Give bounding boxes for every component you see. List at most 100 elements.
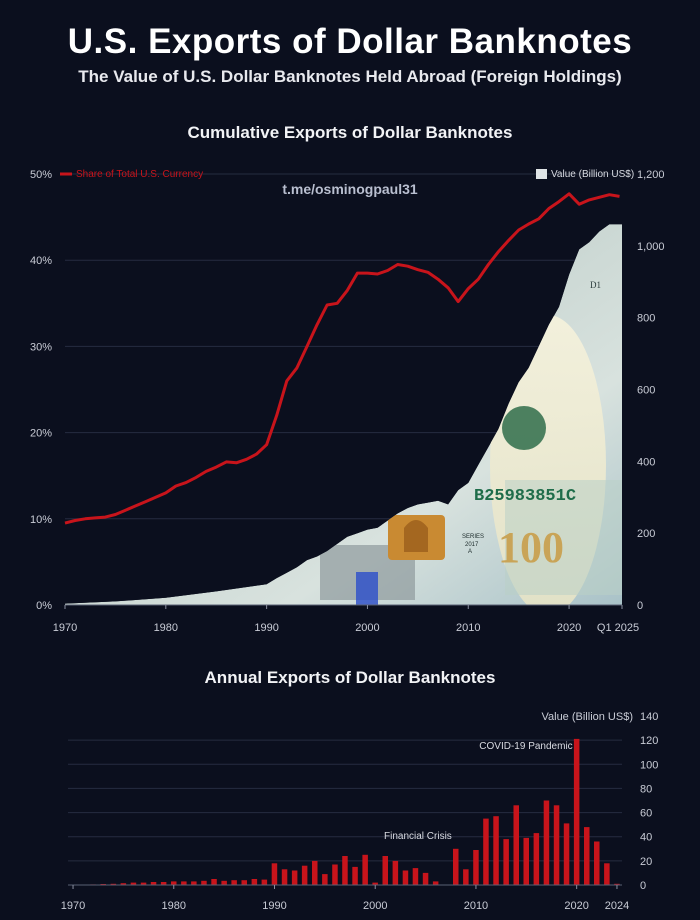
banknote-series-year: 2017 [465, 542, 479, 548]
banknote-serial: B25983851C [474, 487, 576, 506]
bar [432, 881, 439, 885]
bar [291, 870, 298, 885]
x-tick-label: 2024 [605, 900, 629, 912]
bar [453, 848, 459, 885]
x-tick-label: 2010 [464, 900, 488, 912]
bar [201, 880, 207, 885]
bar [614, 883, 620, 885]
bar [221, 880, 227, 885]
bar [392, 860, 399, 885]
annual-x-ticks: 1970 1980 1990 2000 2010 2020 2024 [61, 884, 629, 912]
watermark: t.me/osminogpaul31 [282, 181, 418, 197]
bar [543, 800, 550, 885]
bar [171, 881, 177, 885]
bar [523, 837, 529, 885]
x-tick-label: 1990 [254, 622, 278, 634]
bar [352, 866, 358, 885]
bar [130, 882, 137, 885]
annual-chart-title: Annual Exports of Dollar Banknotes [204, 668, 496, 687]
banknote-denomination: 100 [498, 523, 564, 572]
x-tick-label: 2020 [557, 622, 581, 634]
y-tick-label: 20 [640, 856, 652, 868]
x-tick-label: 1970 [61, 900, 85, 912]
value-legend-swatch [536, 169, 547, 179]
annual-gridlines [68, 739, 622, 862]
annual-chart: 1970 1980 1990 2000 2010 2020 2024 0 20 40 60 80 10… [61, 711, 659, 912]
left-tick-label: 40% [30, 255, 52, 267]
page-subtitle: The Value of U.S. Dollar Banknotes Held … [78, 67, 622, 86]
annual-y-axis-label: Value (Billion US$) [541, 711, 633, 723]
x-tick-label: 1970 [53, 622, 77, 634]
share-line [64, 192, 620, 525]
bar [473, 850, 479, 885]
y-tick-label: 60 [640, 808, 652, 820]
banknote-corner-mark: D1 [590, 280, 601, 290]
bar [372, 882, 378, 885]
annual-y-ticks: 0 20 40 60 80 100 120 140 [640, 711, 658, 892]
value-area [65, 224, 622, 606]
right-tick-label: 400 [637, 456, 655, 468]
right-tick-label: 200 [637, 528, 655, 540]
banknote-green-seal [502, 406, 546, 450]
bar [251, 879, 258, 885]
bar [261, 879, 268, 885]
bar [312, 860, 318, 885]
bar [120, 883, 127, 885]
annual-bars [70, 738, 620, 885]
bar [483, 818, 489, 885]
bar [241, 880, 247, 885]
x-tick-label: 2000 [363, 900, 387, 912]
y-tick-label: 100 [640, 759, 658, 771]
bar [402, 870, 409, 885]
bar [160, 882, 167, 885]
annotation-label: Financial Crisis [384, 831, 452, 842]
bar [322, 874, 328, 885]
y-tick-label: 80 [640, 783, 652, 795]
bar [573, 738, 580, 885]
bar [362, 854, 368, 885]
bar [604, 863, 610, 885]
annual-annotations: COVID-19 Pandemic Financial Crisis [384, 741, 573, 842]
bar [463, 869, 469, 885]
bar [231, 880, 237, 885]
bar [594, 841, 600, 885]
bar [412, 868, 419, 885]
banknote-bell-shape [404, 520, 428, 552]
bar [422, 872, 429, 885]
bar [281, 869, 288, 885]
banknote-ribbon [505, 480, 622, 595]
bar [150, 882, 157, 885]
banknote-series-letter: A [468, 549, 472, 555]
left-tick-label: 10% [30, 514, 52, 526]
left-tick-label: 30% [30, 341, 52, 353]
bar [191, 881, 197, 885]
right-tick-label: 1,200 [637, 169, 665, 181]
y-tick-label: 40 [640, 832, 652, 844]
bar [382, 856, 388, 885]
share-legend-label: Share of Total U.S. Currency [76, 169, 203, 180]
value-legend-label: Value (Billion US$) [551, 169, 634, 180]
bar [110, 883, 117, 885]
left-tick-label: 20% [30, 428, 52, 440]
x-tick-label: 1980 [154, 622, 178, 634]
annotation-label: COVID-19 Pandemic [479, 741, 572, 752]
x-tick-label: 2000 [355, 622, 379, 634]
cumulative-right-ticks: 0 200 400 600 800 1,000 1,200 [637, 169, 665, 612]
right-tick-label: 600 [637, 385, 655, 397]
x-tick-label: 2010 [456, 622, 480, 634]
bar [271, 863, 278, 885]
x-tick-label: 1980 [162, 900, 186, 912]
cumulative-chart: B25983851C 100 SERIES 2017 A D1 1970 1980… [30, 169, 665, 634]
right-tick-label: 0 [637, 600, 643, 612]
banknote-series-label: SERIES [462, 534, 484, 540]
y-tick-label: 120 [640, 735, 658, 747]
right-tick-label: 1,000 [637, 241, 665, 253]
left-tick-label: 50% [30, 169, 52, 181]
bar [211, 879, 217, 885]
y-tick-label: 140 [640, 711, 658, 723]
bar [584, 827, 590, 885]
bar [332, 864, 338, 885]
x-tick-label: Q1 2025 [597, 622, 639, 634]
x-tick-label: 2020 [564, 900, 588, 912]
bar [563, 823, 570, 885]
